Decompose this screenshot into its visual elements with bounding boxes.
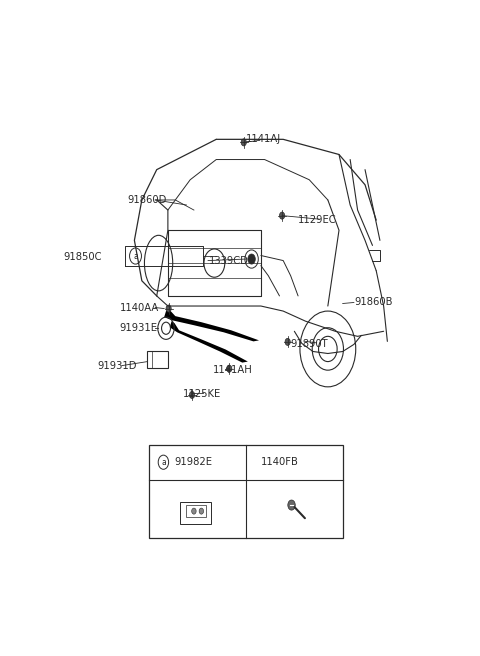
Text: 91931E: 91931E (120, 323, 157, 333)
Text: a: a (133, 251, 138, 260)
Bar (186, 504, 206, 517)
Text: 91860B: 91860B (354, 297, 392, 308)
Circle shape (285, 338, 290, 346)
Circle shape (227, 365, 232, 372)
Text: 91982E: 91982E (175, 457, 213, 467)
Circle shape (241, 139, 246, 146)
Circle shape (279, 212, 285, 219)
Circle shape (288, 500, 295, 510)
Circle shape (190, 392, 195, 398)
Polygon shape (170, 321, 248, 363)
Bar (147, 351, 168, 367)
Text: 1140AA: 1140AA (120, 302, 159, 312)
Polygon shape (164, 310, 259, 341)
Text: 1141AH: 1141AH (213, 365, 252, 375)
Circle shape (166, 305, 171, 312)
Text: a: a (161, 458, 166, 466)
Text: 91890T: 91890T (290, 339, 328, 349)
Text: 1125KE: 1125KE (183, 389, 221, 399)
Bar (180, 502, 211, 524)
Circle shape (192, 508, 196, 514)
Bar (149, 445, 343, 539)
Text: 1129EC: 1129EC (298, 215, 336, 225)
Text: 1140FB: 1140FB (261, 457, 299, 467)
Text: 91860D: 91860D (127, 195, 167, 205)
Circle shape (199, 508, 204, 514)
Text: 1339CD: 1339CD (209, 256, 249, 266)
Circle shape (248, 254, 255, 264)
Text: 91850C: 91850C (64, 251, 102, 262)
Text: 1141AJ: 1141AJ (246, 134, 281, 144)
Text: 91931D: 91931D (97, 361, 137, 371)
